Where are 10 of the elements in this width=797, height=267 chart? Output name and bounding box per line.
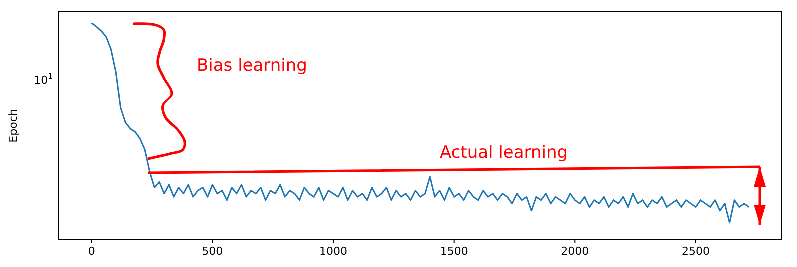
x-tick-label: 500 [202,245,224,258]
x-tick-label: 1500 [440,245,468,258]
x-tick-label: 2500 [682,245,710,258]
x-tick-label: 2000 [561,245,590,258]
x-tick-label: 0 [88,245,96,258]
y-axis-title: Epoch [7,109,20,143]
annotation: Bias learning [197,56,308,76]
annotation: Actual learning [440,142,568,163]
text: 10$^{1}$ [34,72,54,88]
x-tick-label: 1000 [320,245,348,258]
